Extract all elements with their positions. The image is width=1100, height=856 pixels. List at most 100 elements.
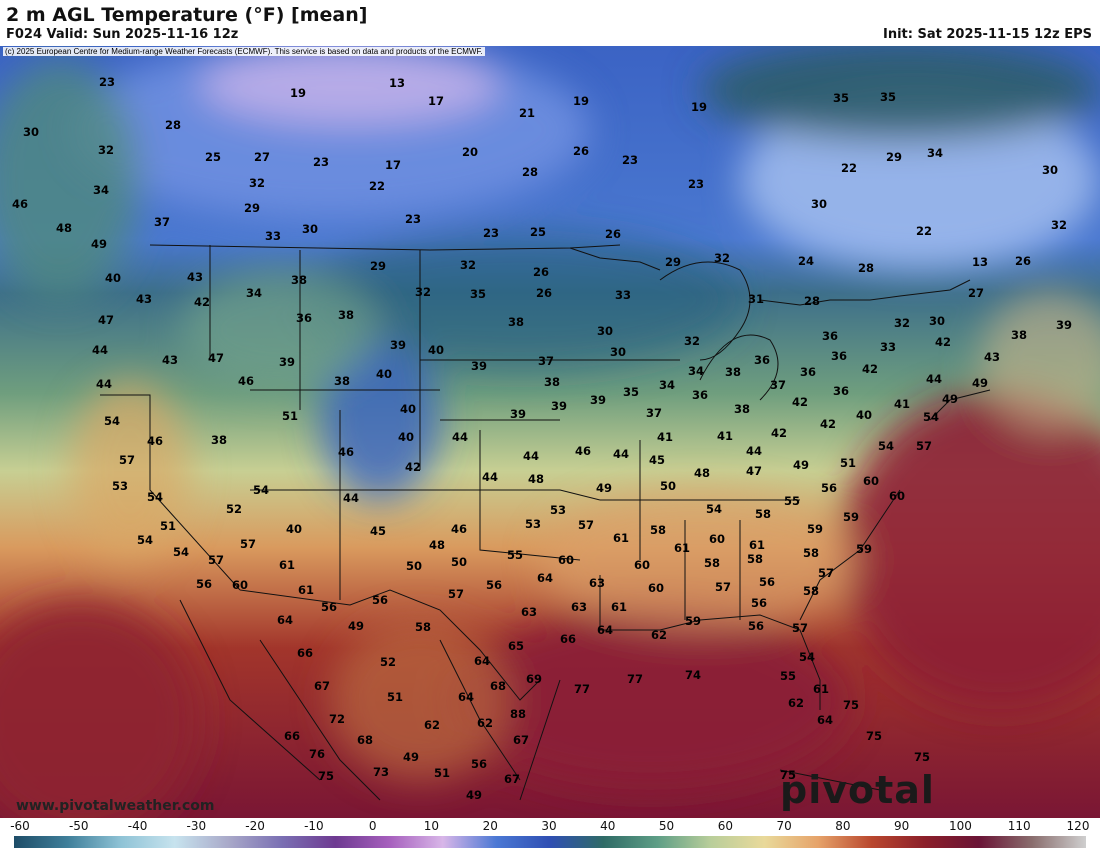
map-value: 44 <box>613 447 629 461</box>
map-value: 39 <box>471 359 487 373</box>
map-value: 58 <box>747 552 763 566</box>
map-value: 40 <box>400 402 416 416</box>
map-value: 43 <box>187 270 203 284</box>
map-value: 32 <box>894 316 910 330</box>
map-value: 68 <box>490 679 506 693</box>
map-value: 20 <box>462 145 478 159</box>
map-value: 53 <box>550 503 566 517</box>
map-value: 56 <box>748 619 764 633</box>
map-value: 52 <box>226 502 242 516</box>
map-value: 36 <box>833 384 849 398</box>
map-value: 61 <box>279 558 295 572</box>
colorbar-tick-label: 30 <box>541 819 557 833</box>
map-value: 32 <box>415 285 431 299</box>
map-value: 49 <box>466 788 482 802</box>
map-value: 36 <box>296 311 312 325</box>
map-value: 49 <box>972 376 988 390</box>
map-value: 61 <box>298 583 314 597</box>
map-value: 53 <box>525 517 541 531</box>
map-value: 57 <box>916 439 932 453</box>
colorbar-tick-label: 20 <box>482 819 498 833</box>
map-value: 74 <box>685 668 701 682</box>
map-value: 38 <box>1011 328 1027 342</box>
map-value: 58 <box>704 556 720 570</box>
map-value: 61 <box>611 600 627 614</box>
map-value: 27 <box>254 150 270 164</box>
map-value: 57 <box>119 453 135 467</box>
map-value: 61 <box>749 538 765 552</box>
map-value: 60 <box>634 558 650 572</box>
map-value: 28 <box>804 294 820 308</box>
map-value: 51 <box>434 766 450 780</box>
map-value: 30 <box>610 345 626 359</box>
map-value: 42 <box>792 395 808 409</box>
map-canvas: 23 13 19 17 19 21 19 35 35 30 28 32 25 27 23 17 20 26 23 22… <box>0 46 1100 818</box>
colorbar-tick-label: 120 <box>1066 819 1090 833</box>
map-value: 63 <box>589 576 605 590</box>
map-value: 54 <box>253 483 269 497</box>
map-value: 29 <box>244 201 260 215</box>
map-value: 49 <box>403 750 419 764</box>
website-link[interactable]: www.pivotalweather.com <box>16 798 215 814</box>
copyright-notice: (c) 2025 European Centre for Medium-rang… <box>3 47 485 56</box>
map-value: 56 <box>196 577 212 591</box>
map-value: 46 <box>147 434 163 448</box>
map-value: 23 <box>622 153 638 167</box>
map-value: 77 <box>627 672 643 686</box>
map-value: 60 <box>863 474 879 488</box>
map-value: 36 <box>800 365 816 379</box>
map-value: 39 <box>590 393 606 407</box>
map-value: 54 <box>923 410 939 424</box>
map-value: 25 <box>530 225 546 239</box>
colorbar-tick-label: -10 <box>304 819 324 833</box>
map-value: 64 <box>474 654 490 668</box>
colorbar-tick-label: 50 <box>658 819 675 833</box>
map-value: 47 <box>98 313 114 327</box>
map-value: 23 <box>688 177 704 191</box>
map-value: 38 <box>508 315 524 329</box>
map-value: 24 <box>798 254 814 268</box>
temperature-map[interactable]: 23 13 19 17 19 21 19 35 35 30 28 32 25 27 23 17 20 26 23 22… <box>0 46 1100 818</box>
map-value: 55 <box>784 494 800 508</box>
map-value: 44 <box>343 491 359 505</box>
map-value: 62 <box>788 696 804 710</box>
map-value: 72 <box>329 712 345 726</box>
map-value: 48 <box>56 221 72 235</box>
map-value: 41 <box>717 429 733 443</box>
map-value: 42 <box>862 362 878 376</box>
map-value: 76 <box>309 747 325 761</box>
map-value: 17 <box>385 158 401 172</box>
colorbar-tick-label: 60 <box>717 819 733 833</box>
map-value: 21 <box>519 106 535 120</box>
map-value: 36 <box>831 349 847 363</box>
colorbar-tick-label: -20 <box>245 819 265 833</box>
map-value: 57 <box>240 537 256 551</box>
map-value: 42 <box>820 417 836 431</box>
map-value: 45 <box>649 453 665 467</box>
colorbar-tick-label: -30 <box>186 819 207 833</box>
colorbar-tick-label: -60 <box>10 819 30 833</box>
map-value: 41 <box>657 430 673 444</box>
map-value: 35 <box>623 385 639 399</box>
map-value: 22 <box>841 161 857 175</box>
map-value: 50 <box>406 559 422 573</box>
map-value: 41 <box>894 397 910 411</box>
map-value: 54 <box>104 414 120 428</box>
map-value: 67 <box>504 772 520 786</box>
map-value: 54 <box>706 502 722 516</box>
map-value: 44 <box>523 449 539 463</box>
map-value: 33 <box>265 229 281 243</box>
map-value: 62 <box>424 718 440 732</box>
map-value: 64 <box>597 623 613 637</box>
map-value: 68 <box>357 733 373 747</box>
map-value: 53 <box>112 479 128 493</box>
colorbar-tick-label: 0 <box>368 819 377 833</box>
map-value: 27 <box>968 286 984 300</box>
colorbar-tick-label: 10 <box>423 819 440 833</box>
map-value: 45 <box>370 524 386 538</box>
map-value: 38 <box>544 375 560 389</box>
map-value: 54 <box>137 533 153 547</box>
colorbar-tick-label: 90 <box>894 819 910 833</box>
map-value: 13 <box>972 255 988 269</box>
map-value: 33 <box>615 288 631 302</box>
